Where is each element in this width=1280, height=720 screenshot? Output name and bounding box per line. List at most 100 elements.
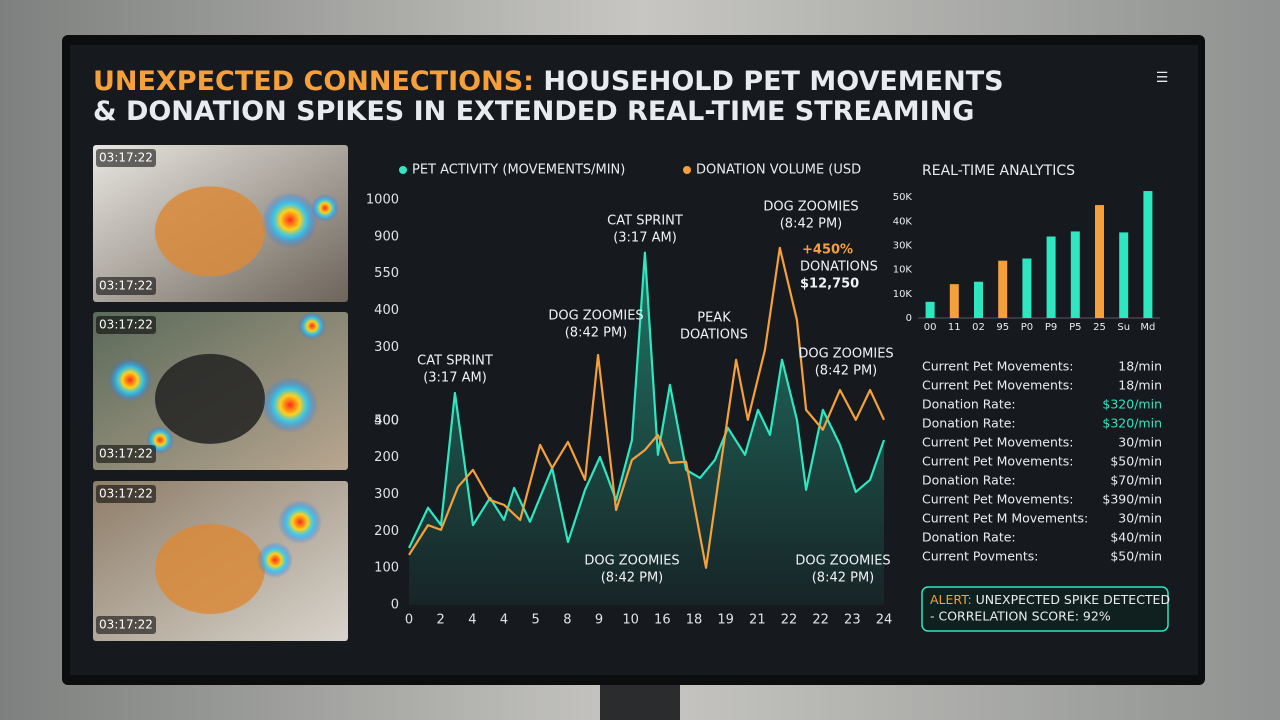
timestamp: 03:17:22 — [99, 618, 153, 632]
stat-value: 18/min — [1118, 359, 1162, 374]
x-tick-label: 22 — [812, 613, 829, 628]
annotation: (3:17 AM) — [423, 371, 487, 386]
annotation: (8:42 PM) — [780, 217, 843, 232]
title-rest: HOUSEHOLD PET MOVEMENTS — [543, 66, 1003, 97]
title-lead: UNEXPECTED CONNECTIONS: — [93, 66, 534, 97]
pet — [155, 186, 265, 277]
annotation: (8:42 PM) — [812, 571, 875, 586]
annotation: CAT SPRINT — [417, 354, 493, 369]
stat-value: 30/min — [1118, 435, 1162, 450]
x-tick-label: 18 — [686, 613, 703, 628]
x-tick-label: 25 — [1093, 322, 1106, 333]
y-tick-label: 0 — [391, 598, 399, 613]
legend-label: DONATION VOLUME (USD — [696, 163, 861, 178]
annotation: (8:42 PM) — [565, 326, 628, 341]
x-tick-label: P9 — [1045, 322, 1057, 333]
stat-label: Donation Rate: — [922, 473, 1016, 488]
timestamp-bg — [96, 149, 156, 167]
heat-spot — [257, 542, 293, 578]
y-tick-label: 200 — [374, 524, 399, 539]
y-tick-label: 100 — [374, 561, 399, 576]
y-tick-label: 1000 — [366, 193, 399, 208]
x-tick-label: 24 — [876, 613, 893, 628]
y-tick-label: 550 — [374, 266, 399, 281]
stat-value: $40/min — [1110, 530, 1162, 545]
legend-dot — [683, 166, 691, 174]
y-tick-label: 400 — [374, 413, 399, 428]
timestamp-bg — [96, 277, 156, 295]
menu-icon[interactable]: ☰ — [1156, 70, 1169, 86]
timestamp: 03:17:22 — [99, 447, 153, 461]
heat-spot — [262, 377, 318, 433]
title: UNEXPECTED CONNECTIONS: HOUSEHOLD PET MO… — [93, 66, 1004, 127]
x-tick-label: 16 — [654, 613, 671, 628]
y-tick-label: 50K — [893, 192, 913, 203]
y-tick-label: 900 — [374, 229, 399, 244]
x-tick-label: Su — [1117, 322, 1130, 333]
stat-value: $320/min — [1102, 416, 1162, 431]
x-tick-label: 22 — [781, 613, 798, 628]
x-tick-label: 0 — [405, 613, 413, 628]
annotation: $12,750 — [800, 277, 859, 292]
line — [408, 246, 885, 569]
x-tick-label: 95 — [996, 322, 1009, 333]
y-tick-label: 40K — [893, 216, 913, 227]
x-tick-label: P5 — [1069, 322, 1081, 333]
bar — [925, 301, 935, 318]
stat-value: $320/min — [1102, 397, 1162, 412]
annotation: DOG ZOOMIES — [763, 200, 858, 215]
area — [409, 252, 884, 605]
annotation: DOATIONS — [680, 328, 748, 343]
bar — [1046, 236, 1056, 318]
bar — [1022, 258, 1032, 318]
alert-detail: - CORRELATION SCORE: 92% — [930, 609, 1111, 624]
y-tick-label: 400 — [374, 303, 399, 318]
x-tick-label: 00 — [924, 322, 937, 333]
y-tick-label: 300 — [374, 487, 399, 502]
timestamp: 03:17:22 — [99, 151, 153, 165]
stat-label: Current Pet M Movements: — [922, 511, 1088, 526]
x-tick-label: 5 — [532, 613, 540, 628]
x-tick-label: 23 — [844, 613, 861, 628]
stats: Current Pet Movements: 18/min Current Pet … — [922, 359, 1162, 564]
stat-label: Donation Rate: — [922, 397, 1016, 412]
annotation: DOG ZOOMIES — [798, 347, 893, 362]
stat-label: Current Pet Movements: — [922, 435, 1074, 450]
thumbnails: 03:17:22 03:17:22 03:17:22 03:17:22 03:17:22… — [93, 145, 348, 641]
analytics-chart: REAL-TIME ANALYTICS 0 10K 10K 30K 40K 50K 00 11 0… — [893, 163, 1160, 333]
annotation: DONATIONS — [800, 260, 878, 275]
stat-value: 30/min — [1118, 511, 1162, 526]
legend-label: PET ACTIVITY (MOVEMENTS/MIN) — [412, 163, 625, 178]
bar — [974, 281, 983, 318]
stat-label: Donation Rate: — [922, 416, 1016, 431]
bar — [1143, 191, 1153, 318]
timestamp-bg — [96, 485, 156, 503]
y-tick-label: 200 — [374, 450, 399, 465]
bar — [998, 260, 1008, 318]
annotation: CAT SPRINT — [607, 214, 683, 229]
y-tick-label: 30K — [893, 240, 913, 251]
alert-label: ALERT: — [930, 592, 972, 607]
x-tick-label: 4 — [500, 613, 508, 628]
x-tick-label: 10 — [622, 613, 639, 628]
x-tick-label: P0 — [1021, 322, 1033, 333]
timestamp: 03:17:22 — [99, 279, 153, 293]
stat-value: $390/min — [1102, 492, 1162, 507]
bar — [1095, 205, 1104, 318]
stat-label: Current Pet Movements: — [922, 454, 1074, 469]
y-tick-label: 10K — [893, 265, 913, 276]
timestamp-bg — [96, 616, 156, 634]
alert-message: UNEXPECTED SPIKE DETECTED — [976, 592, 1170, 607]
timestamp: 03:17:22 — [99, 487, 153, 501]
timestamp: 03:17:22 — [99, 318, 153, 332]
annotation: DOG ZOOMIES — [548, 309, 643, 324]
heat-spot — [262, 192, 318, 248]
heat-spot — [298, 312, 326, 340]
x-tick-label: Md — [1140, 322, 1155, 333]
bar — [949, 284, 959, 318]
y-tick-label: 0 — [906, 313, 912, 324]
x-tick-label: 2 — [437, 613, 445, 628]
